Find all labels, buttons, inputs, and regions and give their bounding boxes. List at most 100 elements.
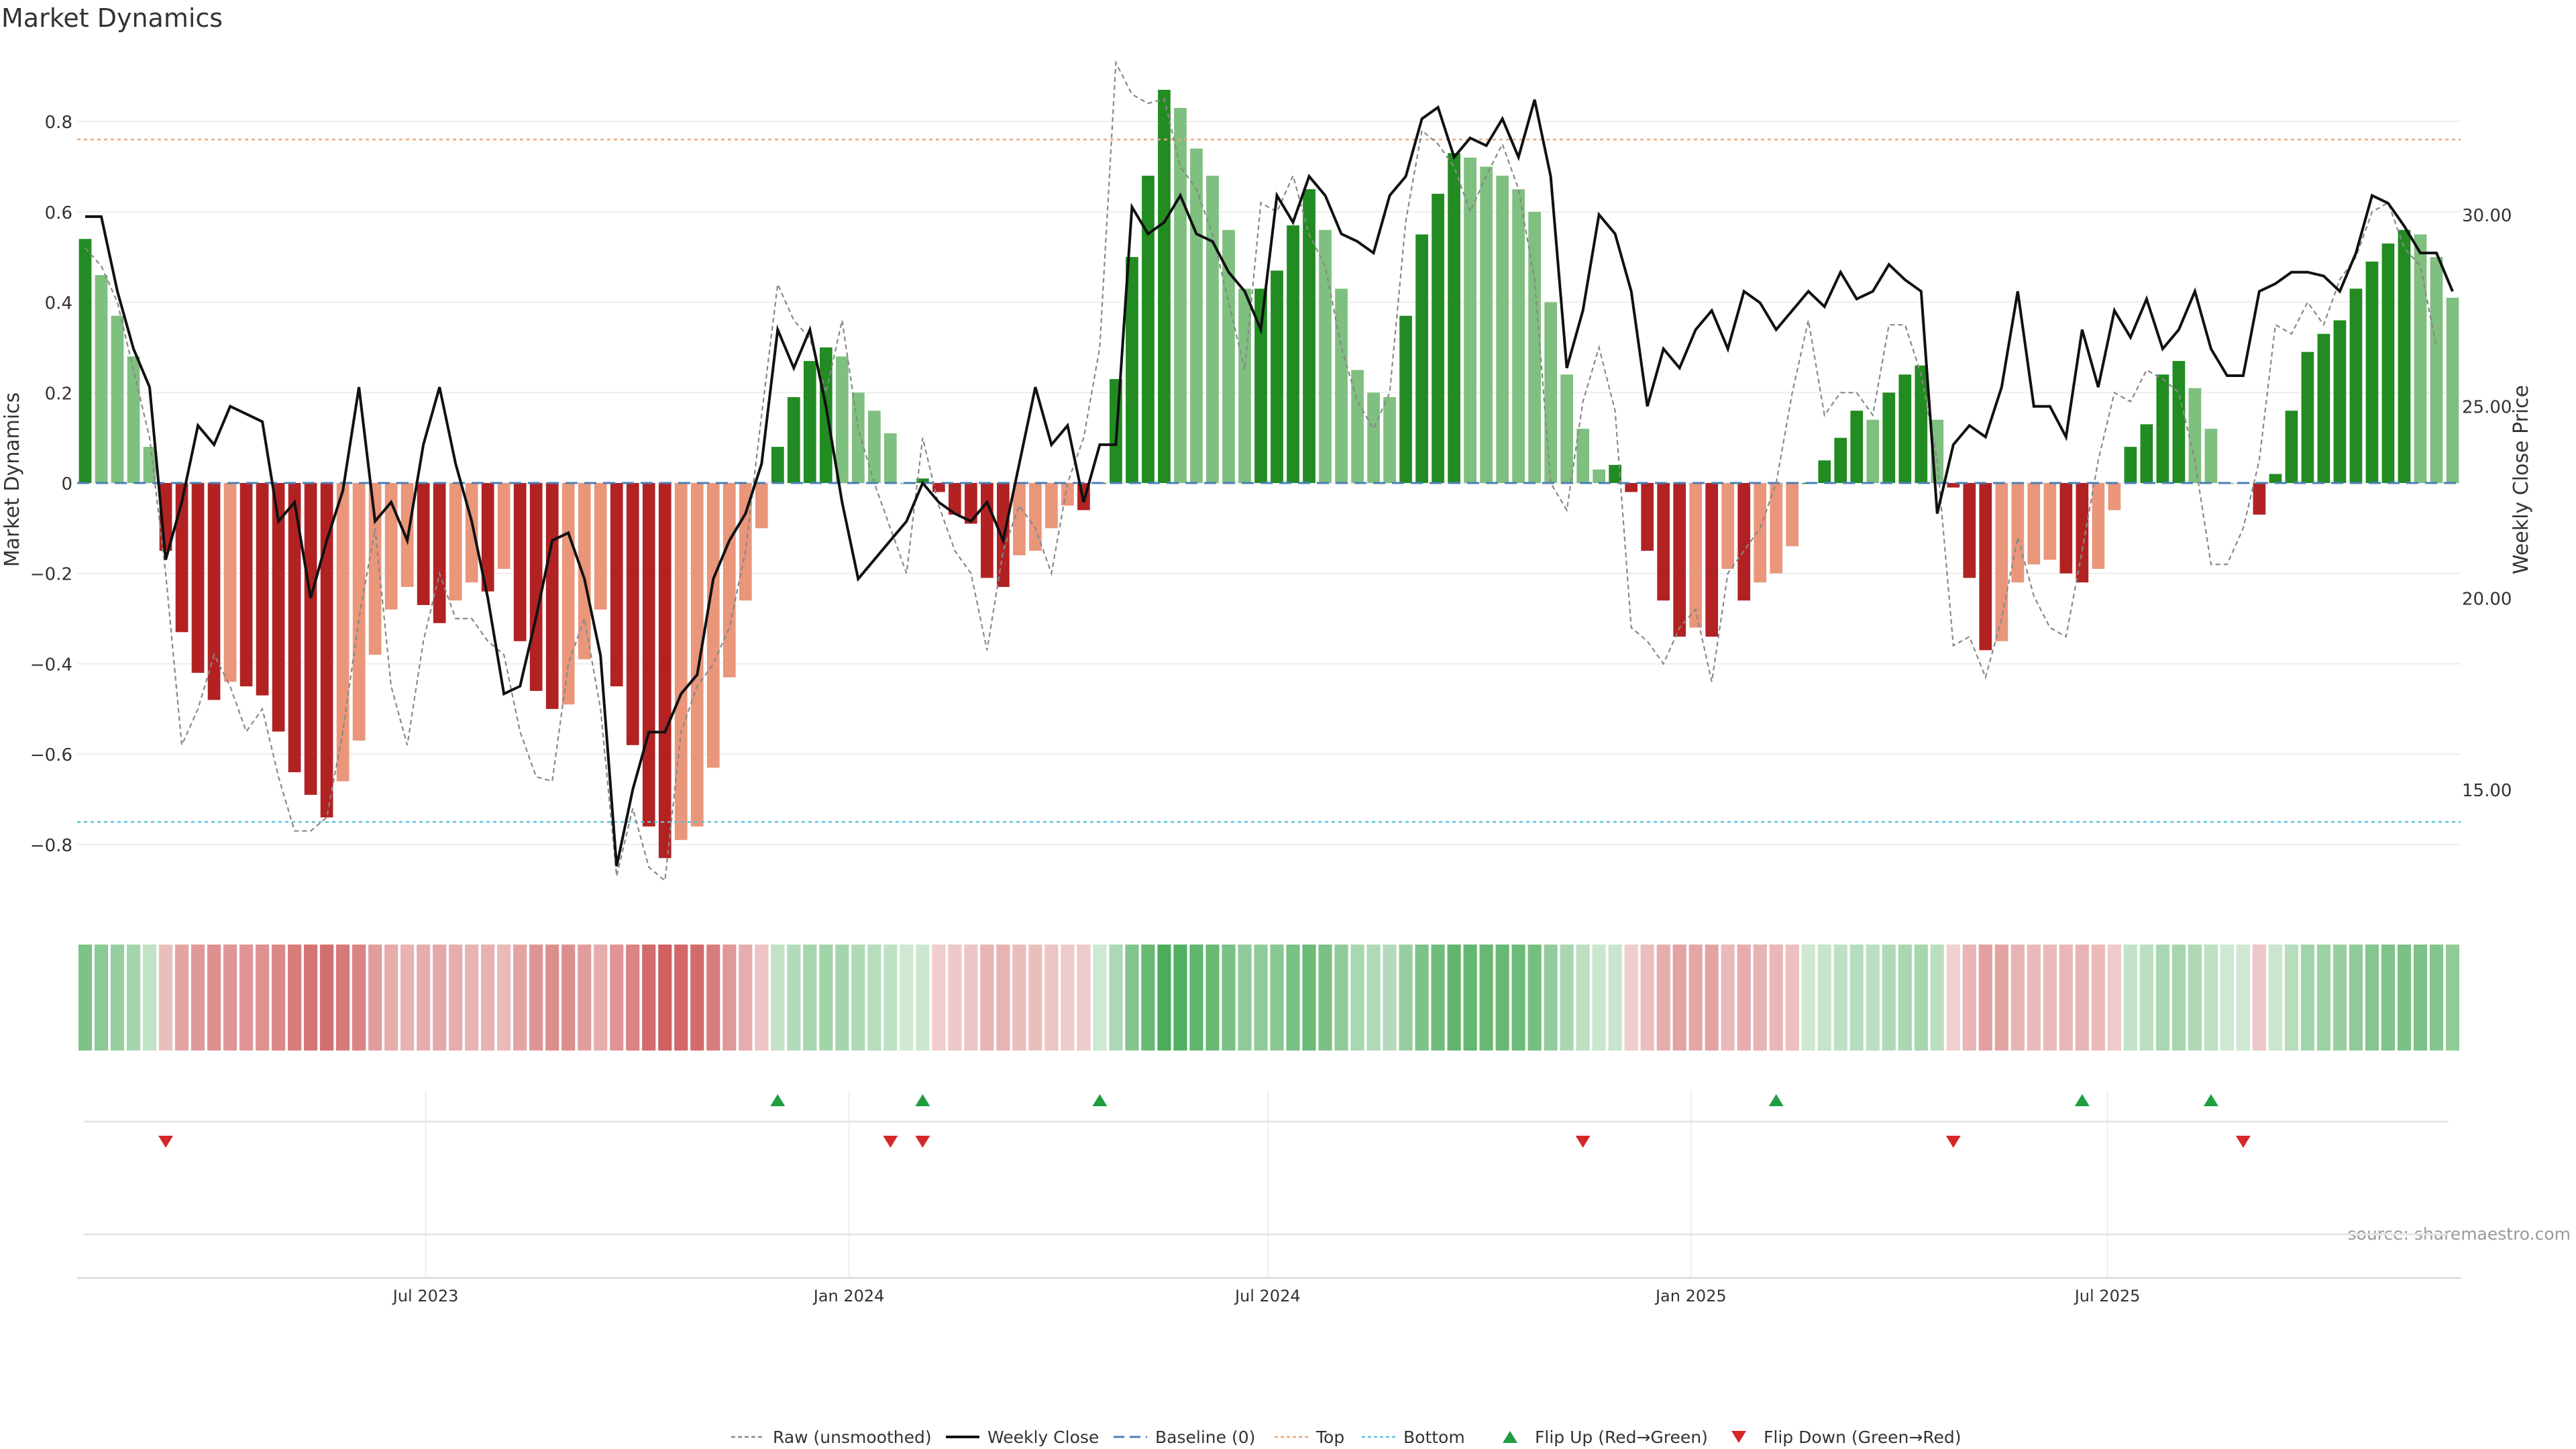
bar — [1657, 483, 1670, 601]
strip-cell — [867, 945, 881, 1051]
legend-label: Raw (unsmoothed) — [773, 1428, 932, 1447]
bar — [1287, 225, 1299, 483]
bar — [1158, 89, 1171, 484]
bar — [127, 356, 140, 483]
bar — [722, 483, 736, 678]
strip-cell — [1222, 945, 1236, 1051]
strip-cell — [207, 945, 221, 1051]
strip-cell — [755, 945, 769, 1051]
bar — [1995, 483, 2008, 641]
strip-cell — [948, 945, 962, 1051]
bar — [1625, 483, 1638, 492]
strip-cell — [1785, 945, 1799, 1051]
strip-cell — [722, 945, 737, 1051]
y-tick-label: −0.8 — [30, 836, 72, 856]
strip-cell — [78, 945, 93, 1051]
bar — [1721, 483, 1735, 569]
bar — [1641, 483, 1654, 551]
chart-title: Market Dynamics — [1, 3, 223, 33]
strip-cell — [2300, 945, 2315, 1051]
strip-cell — [2171, 945, 2186, 1051]
strip-cell — [304, 945, 318, 1051]
bar — [304, 483, 317, 795]
strip-cell — [1994, 945, 2008, 1051]
strip-cell — [1511, 945, 1525, 1051]
bar — [1319, 229, 1332, 483]
bar — [2253, 483, 2266, 515]
bar — [578, 483, 591, 659]
bar — [1560, 374, 1573, 483]
bar — [2092, 483, 2105, 569]
strip-cell — [1705, 945, 1719, 1051]
legend-label: Flip Down (Green→Red) — [1764, 1428, 1962, 1447]
strip-cell — [1849, 945, 1864, 1051]
strip-cell — [2284, 945, 2299, 1051]
strip-cell — [2075, 945, 2089, 1051]
flip-down-marker — [1945, 1136, 1961, 1148]
bar — [1367, 392, 1380, 483]
bar — [2381, 243, 2395, 483]
regime-strip — [78, 945, 2460, 1051]
bar — [981, 483, 994, 578]
strip-cell — [932, 945, 946, 1051]
bar — [1432, 193, 1444, 483]
strip-cell — [2252, 945, 2266, 1051]
strip-cell — [578, 945, 592, 1051]
flip-down-marker — [915, 1136, 930, 1148]
strip-cell — [465, 945, 479, 1051]
strip-cell — [1769, 945, 1783, 1051]
bar — [1609, 465, 1622, 483]
strip-cell — [110, 945, 125, 1051]
strip-cell — [1978, 945, 1992, 1051]
strip-cell — [1431, 945, 1445, 1051]
strip-cell — [1817, 945, 1831, 1051]
strip-cell — [320, 945, 334, 1051]
strip-cell — [513, 945, 527, 1051]
bar — [1480, 166, 1493, 483]
bar — [1496, 175, 1509, 483]
strip-cell — [2332, 945, 2347, 1051]
bar — [1206, 175, 1219, 483]
strip-cell — [787, 945, 801, 1051]
strip-cell — [1544, 945, 1558, 1051]
legend-label: Flip Up (Red→Green) — [1535, 1428, 1708, 1447]
y-tick-label: 0.4 — [45, 294, 72, 314]
strip-cell — [2155, 945, 2169, 1051]
y-tick-label: −0.6 — [30, 745, 72, 765]
strip-cell — [1866, 945, 1880, 1051]
strip-cell — [1560, 945, 1574, 1051]
strip-cell — [2027, 945, 2041, 1051]
bar — [465, 483, 478, 583]
bar — [1303, 189, 1316, 483]
bar — [256, 483, 269, 696]
strip-cell — [1254, 945, 1268, 1051]
bar — [1705, 483, 1719, 637]
bar — [610, 483, 623, 687]
legend-item: Bottom — [1362, 1428, 1465, 1447]
bar — [2414, 234, 2427, 483]
strip-cell — [1640, 945, 1654, 1051]
strip-cell — [1334, 945, 1348, 1051]
bar — [1448, 153, 1460, 484]
legend: Raw (unsmoothed) Weekly Close Baseline (0)… — [731, 1428, 1962, 1447]
strip-cell — [2381, 945, 2396, 1051]
bar — [1029, 483, 1042, 551]
bar — [1576, 429, 1589, 483]
bar — [2108, 483, 2121, 511]
bar — [2204, 429, 2218, 483]
strip-cell — [1109, 945, 1123, 1051]
legend-label: Weekly Close — [987, 1428, 1099, 1447]
bar — [2365, 261, 2379, 483]
bar — [2076, 483, 2089, 583]
bar — [2285, 411, 2298, 483]
bar — [2043, 483, 2057, 560]
bar — [2172, 361, 2186, 483]
strip-cell — [1286, 945, 1300, 1051]
bar — [1963, 483, 1976, 578]
strip-cell — [2204, 945, 2218, 1051]
bar — [594, 483, 607, 610]
strip-cell — [916, 945, 930, 1051]
bar — [1464, 157, 1477, 483]
bar — [2446, 297, 2459, 483]
strip-cell — [851, 945, 865, 1051]
